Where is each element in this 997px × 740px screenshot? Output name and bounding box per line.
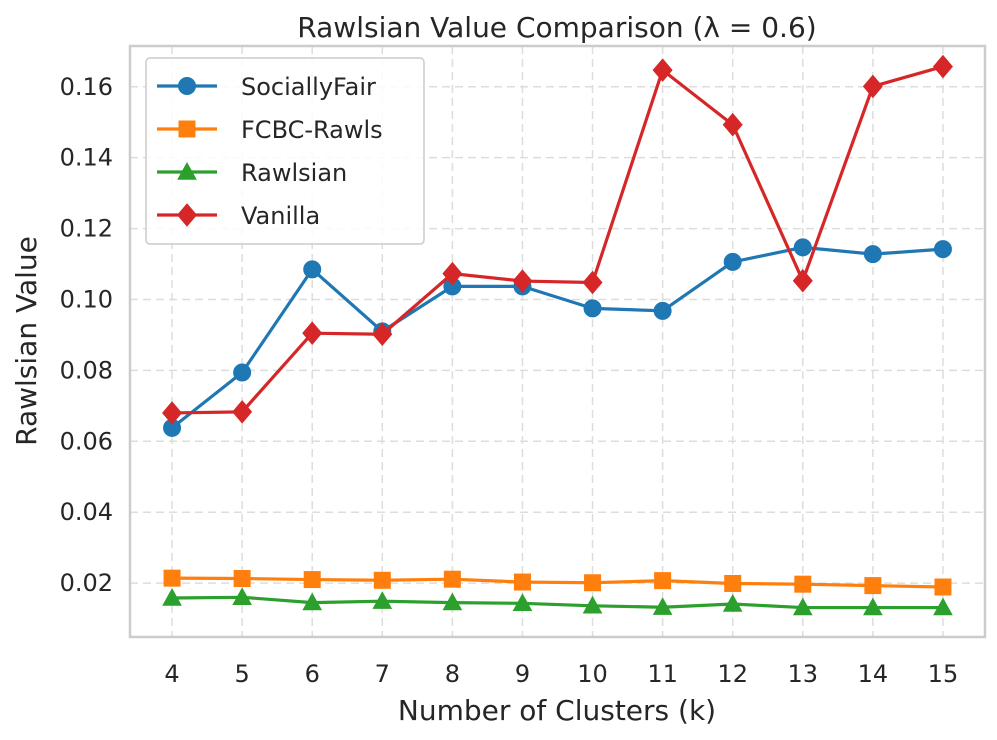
y-tick-label: 0.14 bbox=[60, 144, 113, 172]
series-line-rawlsian bbox=[172, 595, 943, 610]
x-tick-label: 13 bbox=[788, 660, 819, 688]
legend-label: SociallyFair bbox=[241, 73, 376, 101]
data-point-vanilla bbox=[862, 74, 883, 99]
x-tick-label: 14 bbox=[858, 660, 889, 688]
data-point-fcbc-rawls bbox=[513, 573, 531, 591]
data-point-sociallyfair bbox=[723, 252, 742, 271]
legend-label: Vanilla bbox=[241, 202, 320, 230]
x-axis-ticks: 4 5 6 7 8 9 10 11 12 13 14 15 bbox=[164, 660, 958, 688]
data-point-vanilla bbox=[932, 54, 953, 79]
data-point-rawlsian bbox=[652, 597, 673, 615]
x-axis-title: Number of Clusters (k) bbox=[398, 694, 716, 727]
x-tick-label: 4 bbox=[164, 660, 179, 688]
data-point-sociallyfair bbox=[233, 363, 252, 382]
legend-marker bbox=[178, 77, 196, 95]
y-tick-label: 0.10 bbox=[60, 285, 113, 313]
data-point-fcbc-rawls bbox=[373, 571, 391, 589]
legend: SociallyFair FCBC-Rawls Rawlsian Vanilla bbox=[145, 57, 425, 245]
x-tick-label: 12 bbox=[717, 660, 748, 688]
data-point-fcbc-rawls bbox=[794, 575, 812, 593]
legend-item-rawlsian: Rawlsian bbox=[157, 159, 347, 187]
y-tick-label: 0.02 bbox=[60, 569, 113, 597]
y-tick-label: 0.04 bbox=[60, 498, 113, 526]
x-tick-label: 9 bbox=[515, 660, 530, 688]
y-tick-label: 0.08 bbox=[60, 356, 113, 384]
data-point-rawlsian bbox=[722, 593, 743, 612]
data-point-vanilla bbox=[442, 261, 463, 286]
data-point-rawlsian bbox=[582, 595, 603, 614]
series-line-sociallyfair bbox=[171, 245, 944, 430]
x-tick-label: 5 bbox=[234, 660, 249, 688]
legend-marker bbox=[176, 203, 198, 227]
data-point-fcbc-rawls bbox=[443, 570, 461, 588]
data-point-rawlsian bbox=[792, 597, 813, 616]
series-line-fcbc-rawls bbox=[172, 576, 943, 589]
legend-item-sociallyfair: SociallyFair bbox=[157, 73, 376, 101]
data-point-rawlsian bbox=[442, 592, 463, 611]
y-tick-label: 0.16 bbox=[60, 73, 113, 101]
data-point-rawlsian bbox=[372, 591, 393, 609]
legend-label: FCBC-Rawls bbox=[241, 116, 383, 144]
data-point-sociallyfair bbox=[863, 245, 882, 264]
series-layer bbox=[162, 54, 953, 616]
legend-marker bbox=[177, 161, 197, 180]
data-point-vanilla bbox=[582, 270, 603, 295]
data-point-sociallyfair bbox=[583, 299, 602, 318]
series-fcbc-rawls bbox=[163, 569, 952, 596]
data-point-fcbc-rawls bbox=[864, 577, 882, 595]
chart-title: Rawlsian Value Comparison (λ = 0.6) bbox=[297, 11, 816, 44]
y-axis-title: Rawlsian Value bbox=[10, 236, 43, 446]
data-point-fcbc-rawls bbox=[654, 572, 672, 590]
series-line-vanilla bbox=[172, 65, 944, 415]
data-point-rawlsian bbox=[162, 587, 182, 606]
data-point-rawlsian bbox=[232, 587, 252, 605]
data-point-sociallyfair bbox=[653, 301, 672, 320]
series-sociallyfair bbox=[163, 238, 952, 437]
data-point-rawlsian bbox=[863, 597, 883, 616]
data-point-vanilla bbox=[652, 58, 673, 82]
data-point-vanilla bbox=[232, 400, 253, 424]
data-point-sociallyfair bbox=[933, 240, 952, 259]
x-tick-label: 8 bbox=[445, 660, 460, 688]
legend-label: Rawlsian bbox=[241, 159, 347, 187]
data-point-fcbc-rawls bbox=[584, 574, 602, 592]
data-point-vanilla bbox=[372, 322, 393, 347]
data-point-sociallyfair bbox=[303, 260, 322, 279]
legend-box bbox=[145, 57, 425, 245]
x-tick-label: 11 bbox=[647, 660, 678, 688]
data-point-sociallyfair bbox=[793, 238, 812, 257]
data-point-vanilla bbox=[722, 112, 743, 137]
data-point-vanilla bbox=[792, 268, 813, 293]
legend-marker bbox=[178, 120, 196, 138]
data-point-fcbc-rawls bbox=[163, 569, 181, 587]
series-rawlsian bbox=[162, 587, 953, 616]
data-point-vanilla bbox=[512, 269, 533, 293]
data-point-fcbc-rawls bbox=[934, 578, 952, 596]
x-tick-label: 15 bbox=[928, 660, 959, 688]
data-point-fcbc-rawls bbox=[233, 570, 251, 588]
y-tick-label: 0.06 bbox=[60, 427, 113, 455]
data-point-rawlsian bbox=[933, 597, 953, 616]
x-tick-label: 6 bbox=[305, 660, 320, 688]
series-vanilla bbox=[162, 54, 953, 425]
y-tick-label: 0.12 bbox=[60, 215, 113, 243]
data-point-rawlsian bbox=[302, 592, 323, 611]
data-point-vanilla bbox=[302, 321, 323, 345]
legend-item-vanilla: Vanilla bbox=[157, 202, 320, 230]
data-point-fcbc-rawls bbox=[303, 571, 321, 589]
x-tick-label: 7 bbox=[375, 660, 390, 688]
y-axis-ticks: 0.02 0.04 0.06 0.08 0.10 0.12 0.14 0.16 bbox=[60, 73, 113, 597]
plot-frame bbox=[128, 44, 987, 639]
x-tick-label: 10 bbox=[577, 660, 608, 688]
data-point-vanilla bbox=[162, 401, 183, 425]
data-point-rawlsian bbox=[512, 593, 533, 612]
legend-item-fcbc-rawls: FCBC-Rawls bbox=[157, 116, 383, 144]
data-point-fcbc-rawls bbox=[724, 574, 742, 592]
